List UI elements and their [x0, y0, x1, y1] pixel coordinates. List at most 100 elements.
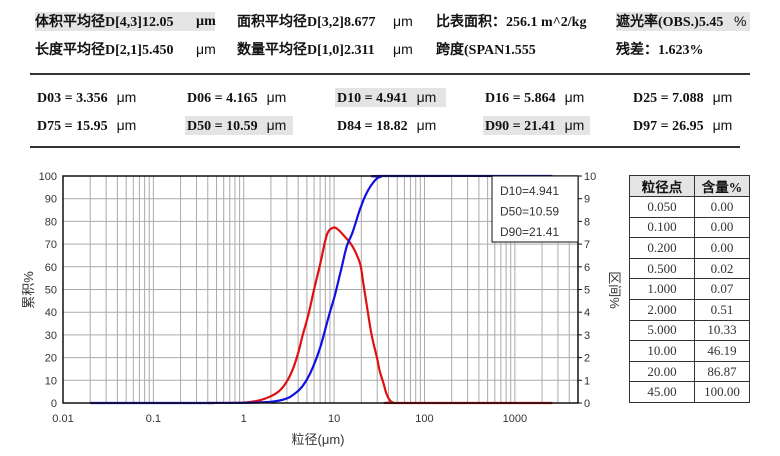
- percentile-unit: μm: [564, 117, 585, 133]
- stat-value: 5.45: [698, 15, 724, 30]
- cell-content: 100.00: [694, 381, 750, 403]
- divider-bottom: [30, 146, 740, 148]
- y2-axis-title: 区间%: [607, 271, 622, 309]
- percentile-d25: D25 = 7.088 μm: [631, 88, 732, 107]
- percentile-d84: D84 = 18.82 μm: [335, 116, 436, 135]
- cell-size: 2.000: [629, 298, 695, 321]
- cell-content: 0.00: [694, 196, 750, 218]
- stat-number-mean: 数量平均径D[1,0]2.311 μm: [237, 40, 413, 59]
- distribution-table: 粒径点 含量% 0.050 0.00 0.100 0.00 0.200 0.00 0.…: [629, 175, 750, 403]
- stat-value: 1.623%: [658, 43, 704, 58]
- legend-entry: D90=21.41: [500, 225, 559, 239]
- y2-tick-label: 3: [584, 330, 590, 342]
- percentile-unit: μm: [416, 89, 437, 105]
- y-tick-label: 80: [45, 216, 57, 228]
- percentile-d97: D97 = 26.95 μm: [631, 116, 732, 135]
- stat-label: 残差：: [616, 43, 658, 58]
- cell-size: 0.050: [629, 196, 695, 218]
- percentile-d03: D03 = 3.356 μm: [35, 88, 136, 107]
- y2-tick-label: 5: [584, 285, 590, 297]
- table-row: 0.200 0.00: [629, 237, 750, 259]
- percentile-unit: μm: [712, 89, 733, 105]
- stat-volume-mean: 体积平均径D[4,3]12.05 µm: [35, 12, 216, 31]
- stat-unit: μm: [196, 41, 216, 57]
- y2-tick-label: 2: [584, 353, 590, 365]
- cell-content: 0.02: [694, 257, 750, 280]
- y-tick-label: 30: [45, 330, 57, 342]
- table-row: 45.00 100.00: [629, 381, 750, 403]
- percentile-value: D75 = 15.95: [37, 119, 108, 134]
- cell-size: 20.00: [629, 360, 695, 383]
- percentile-value: D10 = 4.941: [337, 91, 408, 106]
- stat-length-mean: 长度平均径D[2,1]5.450 μm: [35, 40, 216, 59]
- y-tick-label: 40: [45, 307, 57, 319]
- cell-size: 1.000: [629, 278, 695, 300]
- cell-content: 0.00: [694, 216, 750, 239]
- stat-unit: %: [734, 13, 747, 29]
- frequency-curve: [207, 226, 553, 405]
- y-tick-label: 60: [45, 262, 57, 274]
- percentile-unit: μm: [564, 89, 585, 105]
- table-row: 20.00 86.87: [629, 360, 750, 383]
- cell-content: 10.33: [694, 319, 750, 342]
- x-tick-label: 1000: [503, 413, 527, 425]
- stat-obscuration: 遮光率(OBS.)5.45 %: [616, 12, 750, 31]
- cell-size: 45.00: [629, 381, 695, 403]
- y-tick-label: 10: [45, 375, 57, 387]
- y2-tick-label: 9: [584, 194, 590, 206]
- column-header-size: 粒径点: [629, 175, 695, 197]
- cell-content: 0.51: [694, 298, 750, 321]
- stat-unit: μm: [393, 41, 413, 57]
- stat-value: 1.555: [504, 43, 536, 58]
- cell-content: 46.19: [694, 340, 750, 362]
- stat-unit: µm: [196, 14, 216, 29]
- y2-tick-label: 6: [584, 262, 590, 274]
- stat-label: 跨度(SPAN: [436, 43, 505, 58]
- table-row: 0.050 0.00: [629, 196, 750, 218]
- table-row: 0.100 0.00: [629, 216, 750, 239]
- cell-content: 0.00: [694, 237, 750, 259]
- y-axis-title: 累积%: [21, 271, 36, 309]
- percentile-unit: μm: [116, 89, 137, 105]
- percentile-unit: μm: [266, 89, 287, 105]
- table-header-row: 粒径点 含量%: [629, 175, 750, 197]
- x-tick-label: 100: [415, 413, 433, 425]
- x-tick-label: 10: [328, 413, 340, 425]
- stat-label: 数量平均径D[1,0]: [237, 43, 344, 58]
- table-row: 5.000 10.33: [629, 319, 750, 342]
- stat-residual: 残差：1.623%: [616, 40, 704, 59]
- y2-tick-label: 4: [584, 307, 590, 319]
- stat-label: 遮光率(OBS.): [616, 15, 699, 30]
- y2-tick-label: 8: [584, 216, 590, 228]
- percentile-d16: D16 = 5.864 μm: [483, 88, 584, 107]
- cell-size: 5.000: [629, 319, 695, 342]
- percentile-d06: D06 = 4.165 μm: [185, 88, 286, 107]
- x-axis-title: 粒径(μm): [292, 432, 345, 447]
- percentile-unit: μm: [266, 117, 287, 133]
- cell-size: 0.100: [629, 216, 695, 239]
- stat-span: 跨度(SPAN1.555: [436, 40, 536, 59]
- percentile-unit: μm: [416, 117, 437, 133]
- percentile-value: D90 = 21.41: [485, 119, 556, 134]
- y-tick-label: 90: [45, 194, 57, 206]
- percentile-d75: D75 = 15.95 μm: [35, 116, 136, 135]
- table-row: 0.500 0.02: [629, 257, 750, 280]
- percentile-value: D97 = 26.95: [633, 119, 704, 134]
- percentile-d50: D50 = 10.59 μm: [185, 116, 293, 135]
- y2-tick-label: 7: [584, 239, 590, 251]
- stat-value: 12.05: [141, 15, 174, 30]
- cell-size: 0.500: [629, 257, 695, 280]
- percentile-value: D84 = 18.82: [337, 119, 408, 134]
- stat-area-mean: 面积平均径D[3,2]8.677 μm: [237, 12, 413, 31]
- table-row: 2.000 0.51: [629, 298, 750, 321]
- legend-entry: D50=10.59: [500, 205, 559, 219]
- stat-value: 2.311: [343, 43, 375, 58]
- stat-label: 体积平均径D[4,3]: [35, 15, 142, 30]
- stat-specific-surface: 比表面积：256.1 m^2/kg: [436, 12, 586, 31]
- stat-unit: μm: [393, 13, 413, 29]
- divider-top: [30, 73, 750, 75]
- stat-value: 8.677: [343, 15, 376, 30]
- legend-entry: D10=4.941: [500, 184, 559, 198]
- y2-tick-label: 1: [584, 375, 590, 387]
